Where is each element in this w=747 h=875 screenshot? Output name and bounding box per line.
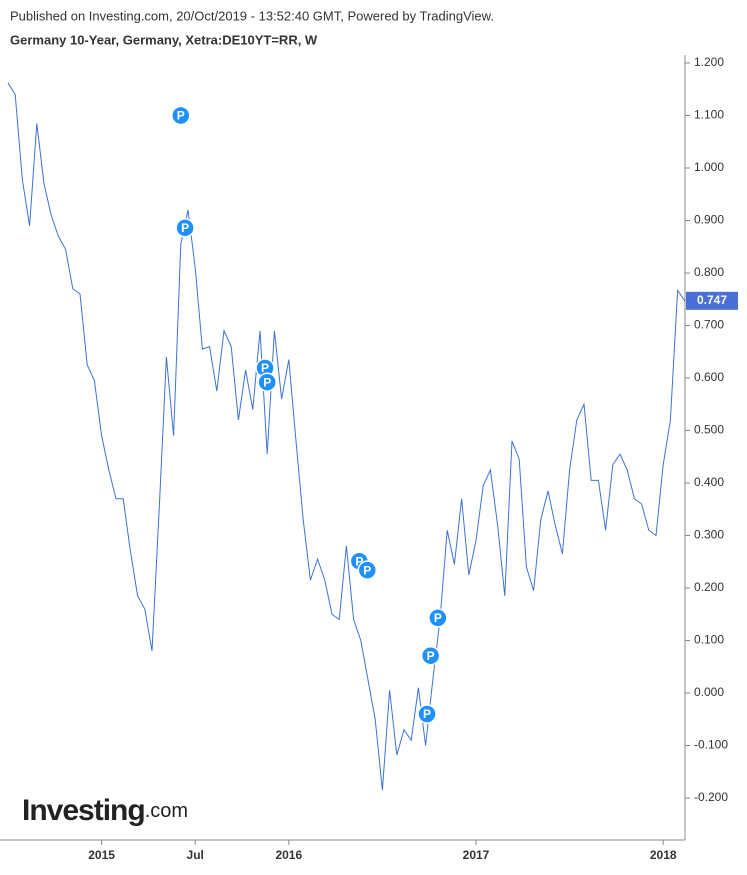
event-marker: P: [171, 105, 191, 126]
y-tick-label: 1.100: [694, 108, 724, 122]
logo-suffix: .com: [145, 800, 188, 822]
logo: Investing.com: [22, 794, 188, 827]
y-tick-label: 1.200: [694, 55, 724, 69]
event-label: P: [181, 221, 189, 235]
chart-title: Germany 10-Year, Germany, Xetra:DE10YT=R…: [10, 32, 318, 47]
y-tick-label: 0.400: [694, 475, 724, 489]
event-marker: P: [428, 608, 448, 628]
y-tick-label: 0.800: [694, 265, 724, 279]
last-value-label: 0.747: [697, 293, 727, 307]
y-tick-label: 0.100: [694, 633, 724, 647]
x-tick-label: 2016: [275, 848, 302, 862]
event-label: P: [261, 361, 269, 375]
event-label: P: [427, 649, 435, 663]
event-marker: P: [420, 645, 441, 666]
last-value-box: [686, 291, 738, 310]
x-tick-label: 2017: [463, 848, 490, 862]
y-tick-label: 0.900: [694, 213, 724, 227]
y-tick-label: 0.700: [694, 318, 724, 332]
event-label: P: [263, 375, 271, 389]
event-marker: P: [257, 372, 277, 392]
event-dot: [171, 105, 191, 126]
y-tick-label: 0.300: [694, 528, 724, 542]
event-dot: [428, 608, 448, 628]
y-tick-label: 0.500: [694, 423, 724, 437]
event-marker: P: [357, 560, 378, 580]
event-label: P: [423, 707, 431, 721]
event-label: P: [177, 109, 185, 123]
y-tick-label: 0.600: [694, 370, 724, 384]
x-tick-label: 2018: [650, 848, 677, 862]
logo-main: Investing: [22, 794, 145, 827]
y-tick-label: -0.200: [694, 790, 728, 804]
y-tick-label: -0.100: [694, 738, 728, 752]
y-tick-label: 0.200: [694, 580, 724, 594]
event-dot: [175, 218, 195, 238]
price-line: [7, 82, 686, 791]
published-note: Published on Investing.com, 20/Oct/2019 …: [10, 8, 494, 23]
y-tick-label: 1.000: [694, 160, 724, 174]
event-marker: P: [175, 218, 195, 238]
event-label: P: [363, 563, 371, 577]
event-dot: [417, 704, 437, 724]
event-dot: [257, 372, 277, 392]
event-dot: [420, 645, 441, 666]
event-label: P: [434, 611, 442, 625]
x-tick-label: Jul: [187, 848, 204, 862]
y-tick-label: 0.000: [694, 685, 724, 699]
event-marker: P: [417, 704, 437, 724]
event-dot: [357, 560, 378, 580]
x-tick-label: 2015: [88, 848, 115, 862]
event-label: P: [355, 554, 363, 568]
